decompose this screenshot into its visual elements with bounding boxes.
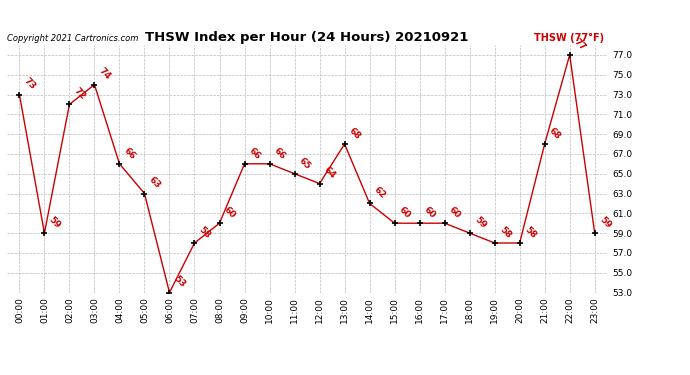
Text: 62: 62 bbox=[373, 185, 388, 201]
Text: 59: 59 bbox=[473, 215, 488, 230]
Text: 66: 66 bbox=[273, 146, 288, 161]
Text: 68: 68 bbox=[547, 126, 562, 141]
Text: 58: 58 bbox=[497, 225, 513, 240]
Text: 60: 60 bbox=[447, 205, 462, 220]
Text: 60: 60 bbox=[222, 205, 237, 220]
Text: 58: 58 bbox=[197, 225, 213, 240]
Text: 65: 65 bbox=[297, 156, 313, 171]
Text: 64: 64 bbox=[322, 165, 337, 181]
Text: 74: 74 bbox=[97, 66, 112, 82]
Text: THSW (77°F): THSW (77°F) bbox=[534, 33, 604, 42]
Text: 59: 59 bbox=[47, 215, 63, 230]
Text: 63: 63 bbox=[147, 176, 162, 191]
Text: 77: 77 bbox=[573, 37, 588, 52]
Text: 72: 72 bbox=[72, 86, 88, 102]
Text: 66: 66 bbox=[122, 146, 137, 161]
Text: 60: 60 bbox=[397, 205, 413, 220]
Text: 66: 66 bbox=[247, 146, 262, 161]
Title: THSW Index per Hour (24 Hours) 20210921: THSW Index per Hour (24 Hours) 20210921 bbox=[146, 31, 469, 44]
Text: 53: 53 bbox=[172, 274, 188, 290]
Text: 60: 60 bbox=[422, 205, 437, 220]
Text: 59: 59 bbox=[598, 215, 613, 230]
Text: 68: 68 bbox=[347, 126, 362, 141]
Text: Copyright 2021 Cartronics.com: Copyright 2021 Cartronics.com bbox=[7, 33, 138, 42]
Text: 73: 73 bbox=[22, 76, 37, 92]
Text: 58: 58 bbox=[522, 225, 538, 240]
